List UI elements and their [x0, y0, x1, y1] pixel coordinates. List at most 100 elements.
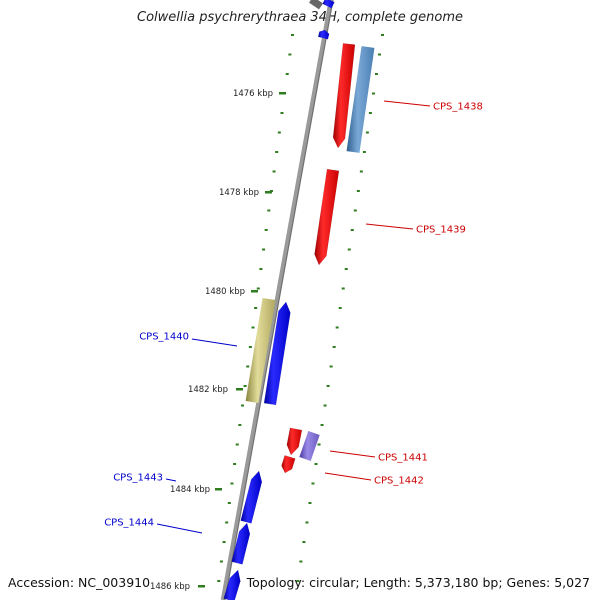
label-leader-line — [329, 450, 376, 458]
minor-tick — [277, 131, 281, 134]
minor-tick — [233, 463, 237, 465]
minor-tick — [248, 346, 252, 348]
minor-tick — [329, 365, 333, 368]
gene-label-cps-1441[interactable]: CPS_1441 — [378, 453, 428, 464]
major-tick — [279, 92, 286, 95]
gene-label-cps-1444[interactable]: CPS_1444 — [104, 518, 154, 529]
gene-label-cps-1439[interactable]: CPS_1439 — [416, 225, 466, 236]
minor-tick — [356, 190, 360, 192]
feature-box-cps-1440 — [245, 297, 276, 404]
minor-tick — [288, 53, 292, 56]
minor-tick — [311, 482, 315, 485]
gene-arrow-cps-1443 — [240, 470, 263, 524]
minor-tick — [267, 209, 271, 212]
minor-tick — [285, 73, 289, 75]
minor-tick — [314, 463, 318, 465]
minor-tick — [243, 385, 247, 387]
minor-tick — [305, 521, 309, 524]
minor-tick — [381, 34, 384, 36]
gene-arrow-cps-1442 — [281, 455, 296, 474]
major-tick — [198, 585, 205, 588]
tick-label: 1476 kbp — [233, 89, 273, 99]
gene-arrow-cps-1444 — [231, 522, 251, 565]
minor-tick — [275, 151, 279, 153]
major-tick — [236, 388, 243, 391]
minor-tick — [299, 560, 303, 563]
minor-tick — [272, 170, 276, 173]
minor-tick — [254, 307, 258, 309]
major-tick — [251, 290, 258, 293]
minor-tick — [240, 404, 244, 407]
minor-tick — [323, 404, 327, 407]
minor-tick — [235, 443, 239, 446]
minor-tick — [230, 482, 234, 485]
minor-tick — [251, 326, 255, 329]
gene-arrow-cps-1438 — [332, 43, 356, 149]
minor-tick — [262, 248, 266, 251]
map-title: Colwellia psychrerythraea 34H, complete … — [137, 10, 463, 25]
gene-labels: CPS_1438 CPS_1439 CPS_1440 CPS_1441 CPS_1442… — [104, 102, 483, 529]
minor-tick — [365, 131, 369, 134]
label-leader-line — [165, 478, 177, 482]
tick-label: 1478 kbp — [219, 188, 259, 198]
major-tick — [215, 488, 222, 491]
genome-summary: Topology: circular; Length: 5,373,180 bp… — [246, 575, 590, 590]
tick-label: 1484 kbp — [170, 485, 210, 495]
partial-feature — [322, 0, 335, 9]
genome-backbone — [220, 0, 334, 600]
minor-tick — [335, 326, 339, 329]
label-leader-line — [383, 100, 431, 107]
gene-label-cps-1438[interactable]: CPS_1438 — [433, 102, 483, 113]
minor-tick — [280, 112, 284, 114]
minor-tick — [246, 365, 250, 368]
minor-tick — [291, 34, 294, 36]
partial-forward-gene — [317, 29, 330, 40]
minor-tick — [338, 307, 342, 309]
gene-features — [223, 0, 375, 600]
gene-label-cps-1440[interactable]: CPS_1440 — [139, 332, 189, 343]
minor-tick — [320, 424, 324, 426]
minor-tick — [350, 229, 354, 231]
minor-tick — [259, 268, 263, 270]
minor-tick — [332, 346, 336, 348]
minor-tick — [296, 580, 300, 582]
minor-tick — [238, 424, 242, 426]
partial-forward-gene — [223, 569, 241, 600]
minor-tick — [227, 502, 231, 504]
genome-backbone-shadow — [224, 0, 334, 600]
accession-text: Accession: NC_003910 — [8, 575, 151, 590]
feature-box-cps-1441 — [299, 431, 320, 461]
minor-tick — [302, 541, 306, 543]
minor-tick — [368, 112, 372, 114]
minor-tick — [217, 580, 221, 582]
partial-feature — [309, 0, 323, 10]
minor-tick — [308, 502, 312, 504]
label-leader-line — [191, 338, 238, 347]
minor-tick — [344, 268, 348, 270]
gene-arrow-cps-1439 — [314, 168, 340, 266]
minor-tick — [219, 560, 223, 563]
minor-tick — [353, 209, 357, 212]
gene-arrow-cps-1441 — [286, 427, 303, 456]
gene-arrow-cps-1440 — [263, 301, 291, 406]
feature-box-cps-1438 — [346, 46, 375, 153]
minor-tick — [326, 385, 330, 387]
major-tick — [265, 191, 272, 194]
minor-tick — [256, 287, 260, 290]
minor-tick — [362, 151, 366, 153]
minor-tick — [374, 73, 378, 75]
gene-label-cps-1443[interactable]: CPS_1443 — [113, 473, 163, 484]
gene-label-cps-1442[interactable]: CPS_1442 — [374, 476, 424, 487]
outer-tick-dots — [296, 34, 384, 582]
major-ticks: 1476 kbp 1478 kbp 1480 kbp 1482 kbp 1484 kbp… — [150, 89, 286, 592]
minor-tick — [225, 521, 229, 524]
label-leader-line — [156, 523, 203, 534]
minor-tick — [222, 541, 226, 543]
tick-label: 1486 kbp — [150, 582, 190, 592]
minor-tick — [377, 53, 381, 56]
minor-tick — [341, 287, 345, 290]
label-leaders — [156, 100, 431, 534]
minor-tick — [264, 229, 268, 231]
minor-tick — [347, 248, 351, 251]
